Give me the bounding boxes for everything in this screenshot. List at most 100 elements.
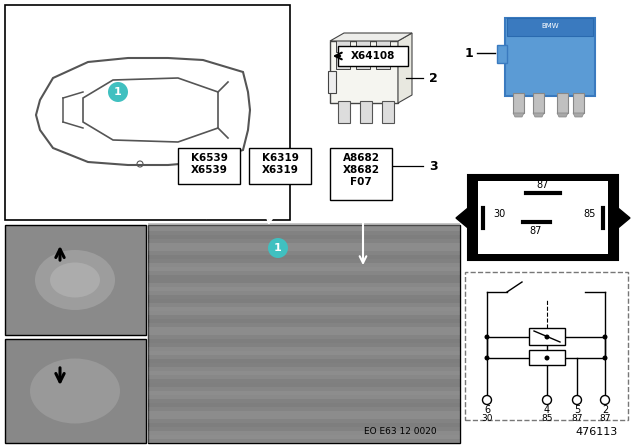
Circle shape [545, 356, 550, 361]
Bar [148, 407, 460, 411]
Bar [505, 18, 595, 96]
Circle shape [543, 396, 552, 405]
Bar [148, 439, 460, 443]
Bar [382, 101, 394, 123]
Bar [178, 148, 240, 184]
Bar [148, 363, 460, 367]
Bar [148, 259, 460, 263]
Bar [351, 171, 359, 183]
Text: A8682: A8682 [342, 153, 380, 163]
Bar [148, 395, 460, 399]
Polygon shape [618, 208, 630, 228]
Bar [533, 93, 544, 113]
Bar [507, 18, 593, 36]
Bar [148, 375, 460, 379]
Bar [148, 315, 460, 319]
Bar [148, 399, 460, 403]
Bar [148, 431, 460, 435]
Bar [148, 283, 460, 287]
Bar [148, 271, 460, 275]
Text: 2: 2 [602, 405, 608, 415]
Bar [497, 45, 507, 63]
Bar [148, 295, 460, 299]
Bar [348, 151, 362, 173]
Circle shape [484, 335, 490, 340]
Circle shape [108, 82, 128, 102]
Bar [148, 419, 460, 423]
Bar [148, 411, 460, 415]
Bar [148, 299, 460, 303]
Bar [148, 255, 460, 259]
Bar [336, 57, 350, 69]
Bar [376, 57, 390, 69]
Bar [148, 355, 460, 359]
Text: 30: 30 [493, 209, 505, 219]
Bar [465, 272, 628, 420]
Bar [148, 235, 460, 239]
Bar [148, 371, 460, 375]
Bar [148, 339, 460, 343]
Text: 87: 87 [537, 180, 549, 190]
Text: K6319: K6319 [262, 153, 298, 163]
Bar [148, 347, 460, 351]
Polygon shape [398, 33, 412, 103]
Text: 87: 87 [572, 414, 583, 422]
Bar [148, 427, 460, 431]
Bar [148, 263, 460, 267]
Bar [148, 331, 460, 335]
Text: EO E63 12 0020: EO E63 12 0020 [364, 426, 436, 435]
Text: 2: 2 [429, 72, 438, 85]
Bar [148, 287, 460, 291]
Circle shape [268, 238, 288, 258]
Bar [148, 267, 460, 271]
Bar [360, 101, 372, 123]
Text: 85: 85 [541, 414, 553, 422]
Bar [468, 175, 618, 260]
Bar [352, 181, 358, 195]
Bar [5, 225, 146, 335]
Bar [376, 40, 390, 52]
Bar [148, 231, 460, 235]
Bar [148, 391, 460, 395]
Text: 1: 1 [114, 87, 122, 97]
Text: X6539: X6539 [191, 165, 227, 175]
Bar [529, 350, 565, 365]
Bar [330, 148, 392, 200]
Text: X8682: X8682 [342, 165, 380, 175]
Polygon shape [330, 33, 412, 41]
Bar [148, 383, 460, 387]
Bar [148, 275, 460, 279]
Bar [557, 93, 568, 113]
Polygon shape [573, 113, 584, 117]
Bar [148, 359, 460, 363]
Bar [478, 181, 608, 254]
Ellipse shape [50, 263, 100, 297]
Text: 85: 85 [584, 209, 596, 219]
Text: 87: 87 [530, 226, 542, 236]
Bar [338, 46, 408, 66]
Bar [148, 327, 460, 331]
Text: 6: 6 [484, 405, 490, 415]
Text: 1: 1 [274, 243, 282, 253]
Bar [5, 339, 146, 443]
Bar [148, 423, 460, 427]
Bar [148, 307, 460, 311]
Bar [338, 101, 350, 123]
Text: BMW: BMW [541, 23, 559, 29]
Text: 476113: 476113 [576, 427, 618, 437]
Bar [0, 0, 640, 225]
Circle shape [602, 356, 607, 361]
Polygon shape [557, 113, 568, 117]
Circle shape [545, 335, 550, 340]
Bar [148, 351, 460, 355]
Bar [148, 279, 460, 283]
Bar [5, 5, 290, 220]
Ellipse shape [30, 358, 120, 423]
Text: K6539: K6539 [191, 153, 227, 163]
Bar [148, 303, 460, 307]
Bar [330, 41, 398, 103]
Bar [573, 93, 584, 113]
Bar [148, 415, 460, 419]
Bar [148, 379, 460, 383]
Bar [148, 247, 460, 251]
